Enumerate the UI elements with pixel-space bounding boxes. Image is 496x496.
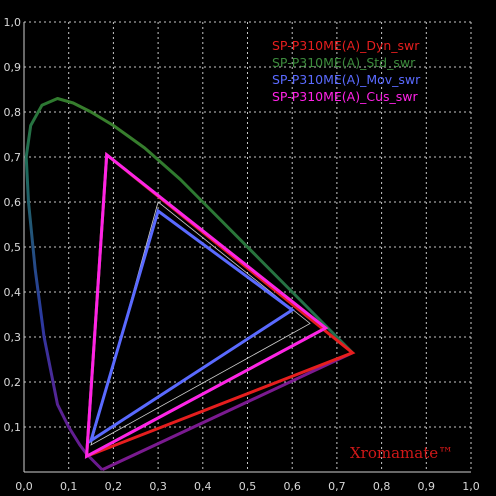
legend-entry: SP-P310ME(A)_Std_swr	[272, 55, 416, 70]
gamut-triangle-0	[84, 151, 356, 459]
axes: 0,0 0,1 0,2 0,3 0,4 0,5 0,6 0,7 0,8 0,9 1,0 0,1 0,2 0…	[4, 16, 480, 493]
x-tick-label: 0,1	[60, 480, 78, 493]
x-tick-label: 0,0	[15, 480, 33, 493]
x-tick-label: 0,8	[373, 480, 391, 493]
watermark-text: Xromamate™	[350, 444, 453, 462]
y-tick-label: 1,0	[4, 16, 22, 29]
purple-line	[101, 351, 354, 472]
x-tick-label: 0,2	[105, 480, 123, 493]
x-tick-label: 0,9	[418, 480, 436, 493]
x-tick-label: 0,4	[194, 480, 212, 493]
y-tick-label: 0,4	[4, 286, 22, 299]
x-tick-label: 0,6	[283, 480, 301, 493]
y-tick-label: 0,1	[4, 421, 22, 434]
legend-entry: SP-P310ME(A)_Dyn_swr	[272, 38, 420, 53]
legend: SP-P310ME(A)_Dyn_swr SP-P310ME(A)_Std_swr…	[272, 38, 421, 104]
y-tick-label: 0,3	[4, 331, 22, 344]
y-tick-label: 0,7	[4, 151, 22, 164]
y-tick-label: 0,8	[4, 106, 22, 119]
y-tick-label: 0,9	[4, 61, 22, 74]
x-tick-label: 0,5	[239, 480, 257, 493]
gamut-series	[84, 151, 356, 459]
spectral-locus-curve	[24, 97, 354, 471]
gamut-triangle-3	[84, 151, 329, 459]
spectral-locus	[24, 97, 354, 472]
gamut-triangle-2	[88, 208, 295, 444]
y-tick-label: 0,2	[4, 376, 22, 389]
y-tick-label: 0,5	[4, 241, 22, 254]
legend-entry: SP-P310ME(A)_Mov_swr	[272, 72, 421, 87]
x-tick-label: 1,0	[462, 480, 480, 493]
x-tick-label: 0,3	[149, 480, 167, 493]
legend-entry: SP-P310ME(A)_Cus_swr	[272, 89, 418, 104]
y-tick-label: 0,6	[4, 196, 22, 209]
x-tick-label: 0,7	[328, 480, 346, 493]
